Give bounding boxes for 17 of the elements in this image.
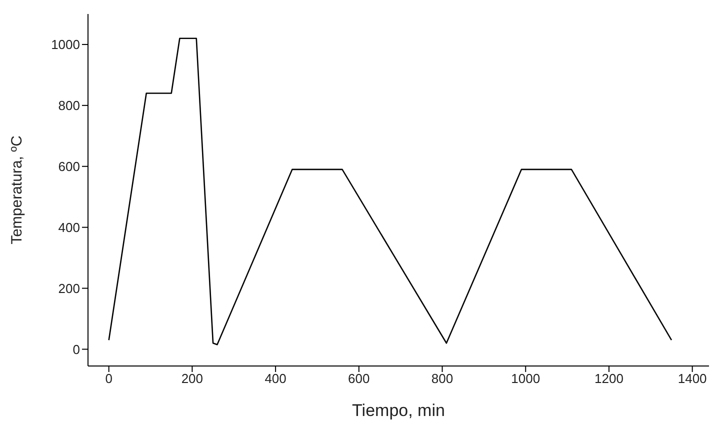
y-tick-label: 400	[58, 220, 80, 235]
x-tick-label: 1400	[678, 371, 707, 386]
x-tick-label: 0	[105, 371, 112, 386]
y-tick-label: 600	[58, 158, 80, 174]
x-tick-label: 1000	[511, 371, 540, 386]
line-series	[108, 38, 672, 346]
x-tick-label: 400	[264, 371, 286, 386]
y-tick-label: 1000	[51, 37, 80, 52]
y-axis-title: Temperatura, ºC	[8, 135, 26, 244]
y-tick-label: 200	[58, 280, 80, 296]
x-tick-label: 1200	[594, 371, 624, 386]
x-tick-label: 800	[431, 371, 454, 386]
x-tick-label: 200	[181, 371, 204, 386]
x-tick-label: 600	[348, 371, 370, 386]
y-tick-label: 0	[72, 342, 80, 357]
x-axis-title: Tiempo, min	[352, 401, 445, 420]
y-tick-label: 800	[58, 98, 80, 114]
